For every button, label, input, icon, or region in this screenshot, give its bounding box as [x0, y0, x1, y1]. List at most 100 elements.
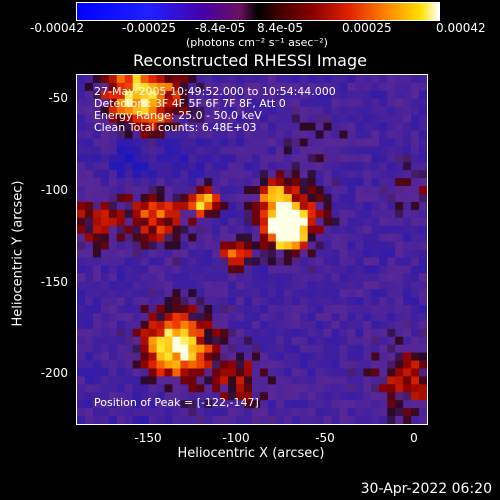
image-pixel: [108, 408, 118, 417]
image-pixel: [77, 408, 86, 417]
image-pixel: [132, 138, 142, 147]
image-pixel: [323, 90, 333, 100]
image-pixel: [236, 170, 245, 179]
image-pixel: [124, 146, 134, 155]
image-pixel: [419, 265, 427, 274]
image-pixel: [323, 305, 333, 314]
image-pixel: [244, 233, 253, 243]
image-pixel: [371, 265, 380, 274]
image-pixel: [347, 384, 356, 393]
image-pixel: [395, 360, 404, 370]
image-pixel: [164, 344, 174, 354]
image-pixel: [140, 297, 150, 306]
image-pixel: [220, 392, 229, 401]
image-pixel: [363, 249, 372, 259]
image-pixel: [84, 138, 94, 147]
image-pixel: [339, 193, 349, 203]
image-pixel: [228, 154, 237, 163]
image-pixel: [379, 217, 388, 227]
image-pixel: [379, 170, 388, 179]
image-pixel: [77, 289, 86, 298]
image-pixel: [140, 225, 150, 235]
image-pixel: [77, 312, 86, 322]
image-pixel: [283, 352, 293, 362]
image-pixel: [148, 201, 158, 211]
image-pixel: [379, 312, 388, 322]
image-pixel: [148, 233, 158, 243]
image-pixel: [403, 217, 412, 227]
image-pixel: [180, 178, 189, 187]
image-pixel: [188, 130, 197, 140]
image-pixel: [331, 289, 341, 298]
image-pixel: [236, 408, 245, 417]
colorbar-tick-label: -0.00025: [122, 21, 176, 35]
image-pixel: [140, 289, 150, 298]
image-pixel: [379, 98, 388, 108]
image-pixel: [339, 90, 349, 100]
image-pixel: [164, 122, 174, 132]
image-pixel: [204, 328, 213, 338]
image-pixel: [196, 178, 205, 187]
image-pixel: [156, 146, 166, 155]
image-pixel: [347, 82, 356, 92]
image-pixel: [92, 249, 102, 259]
image-pixel: [124, 376, 134, 385]
image-pixel: [164, 146, 174, 155]
image-pixel: [204, 352, 213, 362]
image-pixel: [347, 170, 356, 179]
image-pixel: [100, 257, 110, 266]
image-pixel: [355, 257, 364, 266]
image-pixel: [140, 368, 150, 378]
image-pixel: [355, 146, 364, 155]
image-pixel: [355, 400, 364, 409]
image-pixel: [156, 297, 166, 306]
image-pixel: [116, 209, 126, 219]
image-pixel: [108, 130, 118, 140]
image-pixel: [132, 305, 142, 314]
image-pixel: [379, 146, 388, 155]
image-pixel: [164, 98, 174, 108]
image-pixel: [275, 408, 285, 417]
image-pixel: [212, 90, 221, 100]
image-pixel: [188, 360, 197, 370]
image-pixel: [92, 241, 102, 251]
image-pixel: [299, 384, 309, 393]
image-pixel: [323, 336, 333, 346]
image-pixel: [291, 336, 301, 346]
image-pixel: [315, 106, 325, 116]
image-pixel: [180, 328, 189, 338]
image-pixel: [259, 312, 269, 322]
image-pixel: [212, 193, 221, 203]
image-pixel: [164, 178, 174, 187]
image-pixel: [77, 233, 86, 243]
image-pixel: [403, 146, 412, 155]
image-pixel: [323, 162, 333, 171]
image-pixel: [267, 241, 277, 251]
image-pixel: [299, 408, 309, 417]
image-pixel: [84, 376, 94, 385]
image-pixel: [339, 281, 349, 290]
image-pixel: [84, 336, 94, 346]
image-pixel: [331, 257, 341, 266]
image-pixel: [355, 320, 364, 330]
image-pixel: [156, 193, 166, 203]
image-pixel: [323, 352, 333, 362]
image-pixel: [148, 241, 158, 251]
image-pixel: [188, 376, 197, 385]
image-pixel: [188, 289, 197, 298]
colorbar: [76, 2, 440, 21]
image-pixel: [259, 138, 269, 147]
image-pixel: [275, 249, 285, 259]
image-pixel: [347, 122, 356, 132]
image-pixel: [108, 312, 118, 322]
image-pixel: [267, 376, 277, 385]
image-pixel: [124, 392, 134, 401]
y-tick-label: -50: [48, 91, 68, 105]
image-pixel: [188, 146, 197, 155]
image-pixel: [164, 289, 174, 298]
image-pixel: [228, 90, 237, 100]
image-pixel: [164, 352, 174, 362]
image-pixel: [228, 392, 237, 401]
image-pixel: [387, 106, 396, 116]
image-pixel: [315, 392, 325, 401]
